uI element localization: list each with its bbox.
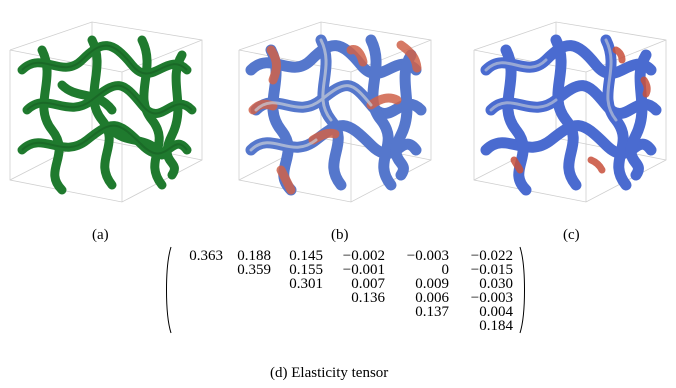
panel-c-structure (466, 10, 672, 210)
matrix-cell: 0.136 (351, 290, 385, 306)
panel-a-structure (2, 10, 208, 210)
matrix-row: 0.184 (163, 318, 528, 334)
matrix-cell: 0.137 (415, 304, 449, 320)
matrix-row: 0.363 0.188 0.145 −0.002 −0.003 −0.022 (163, 248, 528, 264)
caption-d: (d) Elasticity tensor (270, 365, 389, 381)
matrix-row: 0.359 0.155 −0.001 0 −0.015 (163, 262, 528, 278)
stress-highlights (248, 40, 422, 195)
matrix-cell: 0.301 (289, 276, 323, 292)
stress-highlights (510, 46, 651, 174)
panel-b-structure (231, 10, 437, 210)
matrix-row: 0.301 0.007 0.009 0.030 (163, 276, 528, 292)
matrix-row: 0.137 0.004 (163, 304, 528, 320)
caption-b: (b) (331, 227, 349, 243)
matrix-cell: 0.359 (237, 262, 271, 278)
matrix-cell: 0.007 (351, 276, 385, 292)
panel-a-render (9, 21, 203, 203)
matrix-cell: 0.004 (479, 304, 513, 320)
matrix-cell: 0.009 (415, 276, 449, 292)
panel-b-render (238, 21, 432, 203)
caption-a: (a) (92, 227, 109, 243)
matrix-cell: −0.001 (342, 262, 385, 278)
caption-c: (c) (563, 227, 580, 243)
gyroid-struts (17, 35, 197, 195)
matrix-cell: −0.002 (342, 248, 385, 264)
matrix-cell: 0.184 (479, 318, 513, 334)
right-parenthesis (518, 246, 528, 334)
matrix-row: 0.136 0.006 −0.003 (163, 290, 528, 306)
matrix-cell: 0.363 (189, 248, 223, 264)
matrix-cell: 0.188 (237, 248, 271, 264)
panel-c-render (473, 21, 667, 203)
left-parenthesis (163, 246, 173, 334)
matrix-cell: 0 (441, 262, 450, 278)
matrix-cell: 0.030 (479, 276, 513, 292)
matrix-cell: −0.003 (406, 248, 449, 264)
matrix-cell: 0.006 (415, 290, 449, 306)
matrix-cell: −0.022 (470, 248, 513, 264)
matrix-cell: 0.145 (289, 248, 323, 264)
matrix-cell: −0.015 (470, 262, 513, 278)
matrix-cell: −0.003 (470, 290, 513, 306)
elasticity-matrix: 0.363 0.188 0.145 −0.002 −0.003 −0.022 0.359 0.… (163, 246, 528, 334)
matrix-cell: 0.155 (289, 262, 323, 278)
